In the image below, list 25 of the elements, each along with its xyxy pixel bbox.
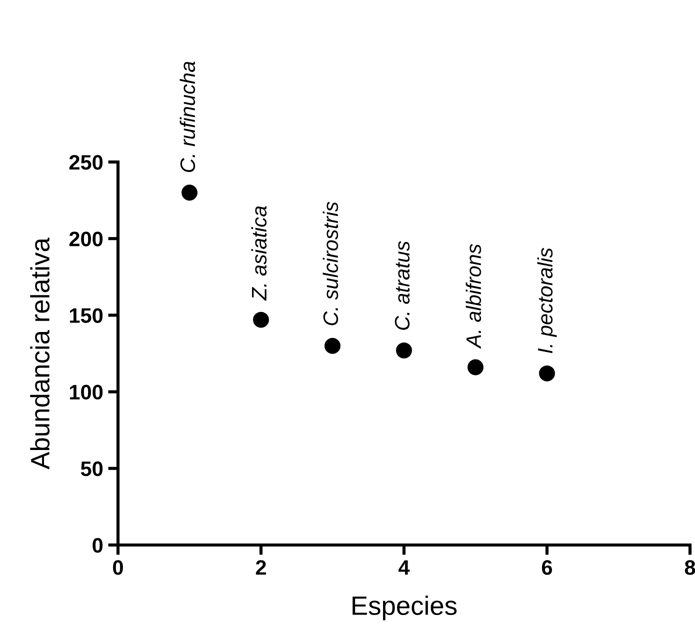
y-tick-label: 0 (92, 538, 103, 553)
point (539, 365, 555, 382)
x-tick-label: 2 (256, 560, 266, 575)
annotation: I. pectoralis (537, 248, 557, 354)
annotation: A. albifrons (466, 244, 482, 349)
x-tick-label: 0 (113, 560, 123, 575)
annotation: C. rufinucha (180, 62, 196, 172)
y-tick-label: 100 (70, 384, 103, 400)
point (182, 184, 198, 201)
x-tick-label: 6 (542, 560, 552, 575)
y-tick-label: 150 (70, 308, 103, 323)
annotation: C. sulcirostris (322, 202, 338, 326)
y-axis-title: Abundancia relativa (30, 238, 50, 470)
x-axis-title: Especies (352, 596, 457, 620)
y-tick-label: 50 (80, 461, 103, 476)
y-tick-label: 200 (69, 232, 103, 246)
x-tick-label: 4 (398, 560, 410, 575)
x-tick-label: 8 (684, 560, 695, 575)
point (468, 359, 484, 376)
point (253, 312, 269, 328)
annotation: C. atratus (394, 241, 410, 330)
point (396, 342, 412, 358)
y-tick-label: 250 (69, 155, 103, 170)
point (324, 338, 340, 354)
annotation: Z. asiatica (251, 206, 267, 301)
